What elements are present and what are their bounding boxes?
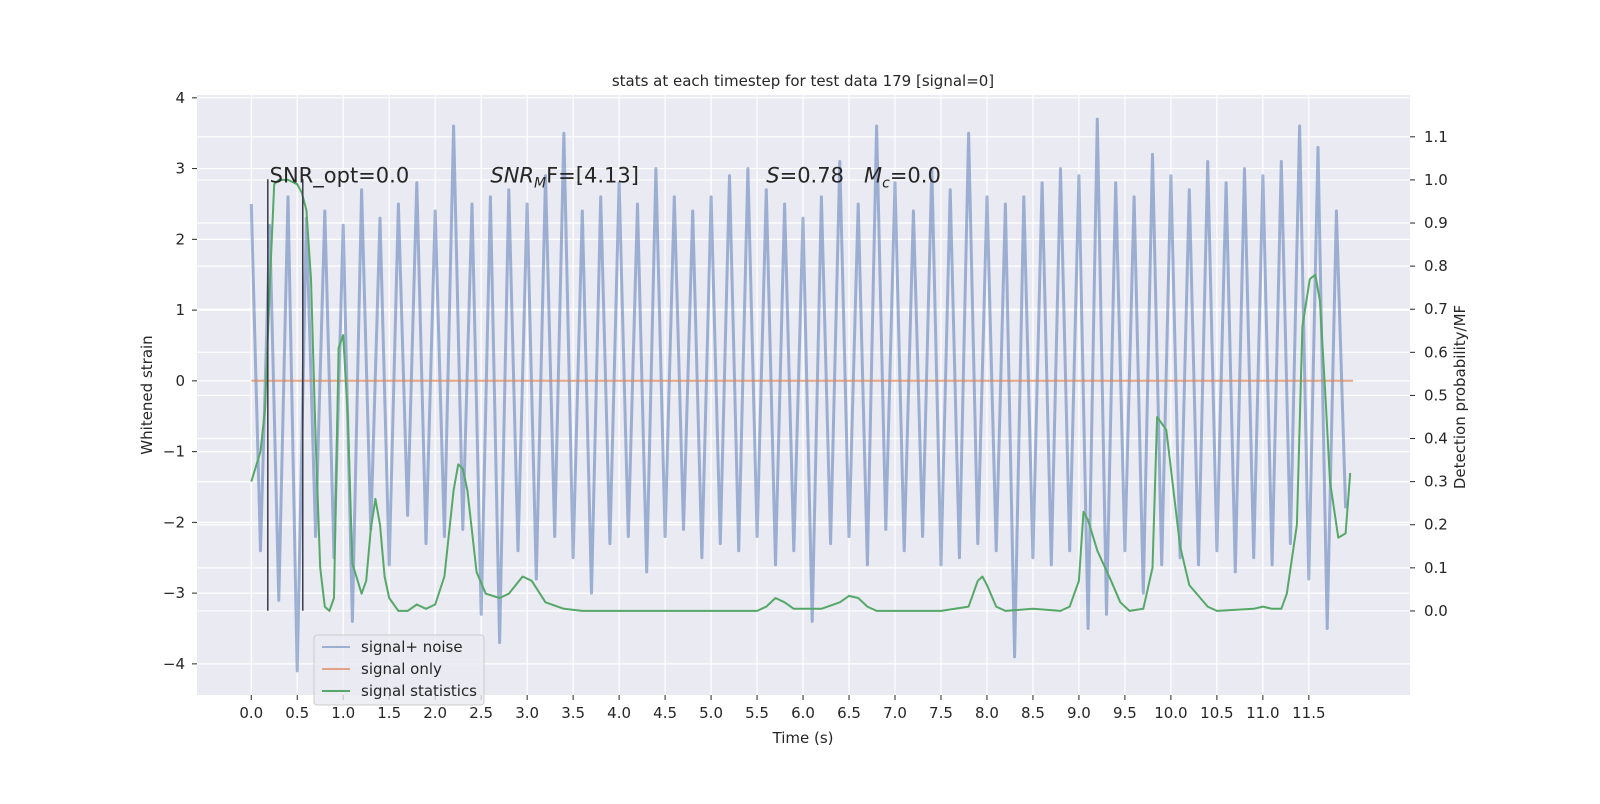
annotation-part: S xyxy=(766,164,779,188)
x-tick-label: 0.0 xyxy=(239,704,263,722)
y2-tick-label: 1.1 xyxy=(1424,128,1448,146)
y2-tick-label: 0.3 xyxy=(1424,473,1448,491)
legend-label: signal+ noise xyxy=(361,638,463,656)
annotation-part: =0.78 xyxy=(780,164,864,188)
y-tick-label: 1 xyxy=(175,301,185,319)
annotation-part: SNR_opt=0.0 xyxy=(270,164,410,189)
y-axis-label: Whitened strain xyxy=(138,335,156,454)
annotation-part: F=[4.13] xyxy=(546,164,639,188)
y2-tick-label: 0.4 xyxy=(1424,430,1448,448)
legend-label: signal statistics xyxy=(361,682,477,700)
series-line xyxy=(249,117,1348,673)
legend-label: signal only xyxy=(361,660,442,678)
y2-tick-label: 1.0 xyxy=(1424,171,1448,189)
y2-tick-label: 0.8 xyxy=(1424,257,1448,275)
annotation-part: M xyxy=(534,176,546,192)
x-tick-label: 9.5 xyxy=(1113,704,1137,722)
y-tick-label: 2 xyxy=(175,230,185,248)
series-line xyxy=(250,178,1352,612)
y2-tick-label: 0.0 xyxy=(1424,602,1448,620)
y2-tick-label: 0.6 xyxy=(1424,343,1448,361)
y-tick-label: −1 xyxy=(163,443,185,461)
x-tick-label: 8.0 xyxy=(975,704,999,722)
x-tick-label: 2.5 xyxy=(469,704,493,722)
y2-tick-label: 0.7 xyxy=(1424,300,1448,318)
annotation: SNR_opt=0.0 xyxy=(270,164,410,189)
x-tick-label: 1.0 xyxy=(331,704,355,722)
x-tick-label: 7.5 xyxy=(929,704,953,722)
x-tick-label: 2.0 xyxy=(423,704,447,722)
x-tick-label: 10.5 xyxy=(1200,704,1233,722)
x-tick-label: 7.0 xyxy=(883,704,907,722)
x-tick-label: 1.5 xyxy=(377,704,401,722)
x-tick-label: 0.5 xyxy=(285,704,309,722)
x-tick-label: 4.5 xyxy=(653,704,677,722)
x-tick-label: 11.5 xyxy=(1292,704,1325,722)
x-tick-label: 8.5 xyxy=(1021,704,1045,722)
y-tick-label: 0 xyxy=(175,372,185,390)
annotation-part: M xyxy=(864,164,882,188)
y-tick-label: −2 xyxy=(163,513,185,531)
x-axis-label: Time (s) xyxy=(772,729,834,747)
y2-tick-label: 0.5 xyxy=(1424,386,1448,404)
chart-title: stats at each timestep for test data 179… xyxy=(612,72,994,90)
legend-box xyxy=(313,634,485,706)
annotation-part: SNR xyxy=(490,164,534,188)
x-tick-label: 5.5 xyxy=(745,704,769,722)
annotation-part: c xyxy=(882,176,890,192)
x-tick-label: 6.5 xyxy=(837,704,861,722)
y2-tick-label: 0.9 xyxy=(1424,214,1448,232)
x-tick-label: 11.0 xyxy=(1246,704,1279,722)
annotation-part: =0.0 xyxy=(890,164,941,188)
x-tick-label: 9.0 xyxy=(1067,704,1091,722)
y2-tick-label: 0.1 xyxy=(1424,559,1448,577)
y-tick-label: 3 xyxy=(175,160,185,178)
x-tick-label: 10.0 xyxy=(1154,704,1187,722)
y2-axis-label: Detection probability/MF xyxy=(1451,305,1469,489)
annotation: S=0.78 Mc=0.0 xyxy=(766,164,941,192)
x-tick-label: 3.0 xyxy=(515,704,539,722)
x-tick-label: 3.5 xyxy=(561,704,585,722)
annotation: SNRMF=[4.13] xyxy=(490,164,639,192)
y2-tick-label: 0.2 xyxy=(1424,516,1448,534)
y-tick-label: 4 xyxy=(175,89,185,107)
x-tick-label: 5.0 xyxy=(699,704,723,722)
y-tick-label: −4 xyxy=(163,655,185,673)
y-tick-label: −3 xyxy=(163,584,185,602)
x-tick-label: 6.0 xyxy=(791,704,815,722)
x-tick-label: 4.0 xyxy=(607,704,631,722)
